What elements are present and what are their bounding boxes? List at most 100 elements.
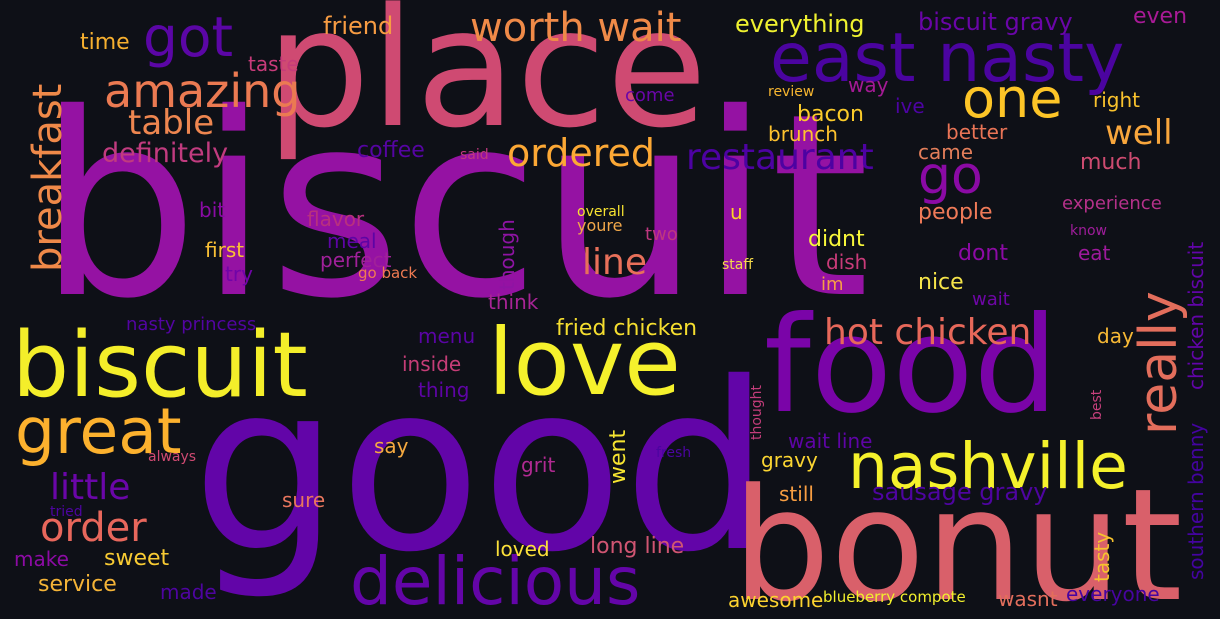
word-review: review [768, 84, 815, 100]
word-restaurant: restaurant [686, 137, 874, 178]
word-nashville: nashville [848, 430, 1128, 503]
word-two: two [645, 224, 678, 245]
word-best: best [1089, 389, 1105, 420]
word-much: much [1080, 150, 1142, 175]
word-still: still [779, 482, 814, 506]
word-fresh: fresh [656, 445, 692, 461]
word-thing: thing [418, 378, 470, 402]
word-said: said [460, 147, 489, 163]
word-biscuit-yellow: biscuit [12, 313, 308, 418]
word-flavor: flavor [307, 207, 365, 231]
word-experience: experience [1062, 193, 1162, 214]
word-though: though [495, 219, 519, 290]
word-go: go [918, 146, 983, 206]
word-taste: taste [248, 52, 299, 76]
word-one: one [962, 67, 1063, 130]
word-grit: grit [521, 453, 556, 477]
word-came: came [918, 140, 974, 164]
word-delicious: delicious [350, 543, 641, 619]
word-menu: menu [418, 324, 476, 348]
word-know: know [1070, 223, 1107, 239]
word-table: table [128, 103, 215, 143]
word-biscuit-large: biscuit [38, 59, 870, 354]
word-wasnt: wasnt [998, 587, 1058, 611]
word-sausage-gravy: sausage gravy [872, 478, 1048, 506]
word-perfect: perfect [320, 248, 392, 272]
word-great: great [15, 395, 182, 468]
word-people: people [918, 200, 993, 225]
word-time: time [80, 30, 130, 55]
word-bit: bit [199, 198, 226, 222]
word-inside: inside [402, 352, 462, 376]
word-go-back: go back [358, 264, 418, 282]
word-think: think [488, 290, 539, 314]
word-coffee: coffee [357, 138, 425, 163]
word-brunch: brunch [768, 122, 838, 146]
word-little: little [50, 467, 131, 508]
word-food: food [764, 289, 1058, 443]
word-wait: wait [972, 289, 1010, 310]
word-way: way [848, 73, 889, 97]
word-southern-benny: southern benny [1184, 422, 1208, 580]
word-always: always [148, 449, 197, 465]
word-everything: everything [735, 10, 865, 38]
word-sure: sure [282, 488, 326, 512]
word-amazing: amazing [104, 64, 301, 118]
word-made: made [160, 580, 217, 604]
word-eat: eat [1078, 241, 1111, 265]
word-better: better [946, 120, 1008, 144]
word-line: line [582, 242, 647, 283]
word-day: day [1097, 324, 1134, 348]
word-bacon: bacon [797, 102, 864, 127]
word-everyone: everyone [1066, 582, 1160, 606]
word-youre: youre [577, 216, 623, 235]
word-right: right [1093, 88, 1140, 112]
word-friend: friend [323, 12, 394, 40]
word-staff: staff [722, 257, 754, 273]
word-tried: tried [50, 504, 83, 520]
word-thought: thought [749, 384, 765, 440]
word-ive: ive [895, 94, 925, 118]
word-breakfast: breakfast [25, 83, 71, 272]
word-went: went [606, 429, 631, 484]
word-try: try [225, 262, 253, 286]
word-biscuit-gravy: biscuit gravy [918, 8, 1073, 36]
word-definitely: definitely [102, 138, 229, 169]
word-wait-line: wait line [788, 429, 873, 453]
word-east-nasty: east nasty [770, 19, 1125, 98]
word-nasty-princess: nasty princess [126, 314, 257, 335]
word-well: well [1105, 113, 1173, 153]
word-good: good [192, 333, 771, 603]
word-sweet: sweet [104, 546, 170, 571]
word-awesome: awesome [728, 588, 824, 612]
word-even: even [1133, 4, 1188, 29]
word-hot-chicken: hot chicken [824, 312, 1032, 353]
word-come: come [625, 85, 675, 106]
word-say: say [374, 434, 409, 458]
word-got: got [143, 5, 234, 69]
word-fried-chicken: fried chicken [556, 316, 698, 341]
word-make: make [14, 547, 69, 571]
word-overall: overall [577, 204, 625, 220]
word-love: love [488, 309, 681, 416]
word-u: u [730, 200, 743, 224]
word-service: service [38, 572, 117, 597]
word-tasty: tasty [1090, 531, 1114, 582]
word-blueberry-compote: blueberry compote [823, 588, 966, 606]
word-dish: dish [826, 250, 868, 274]
word-gravy: gravy [761, 448, 818, 472]
word-worth-wait: worth wait [470, 5, 682, 51]
word-im: im [821, 274, 844, 295]
word-nice: nice [918, 270, 964, 295]
word-dont: dont [958, 241, 1008, 266]
word-order: order [40, 505, 147, 551]
word-meal: meal [327, 229, 377, 253]
word-place: place [266, 0, 708, 164]
word-bonut: bonut [732, 455, 1183, 619]
word-first: first [205, 238, 245, 262]
word-ordered: ordered [507, 131, 655, 175]
word-didnt: didnt [808, 227, 865, 252]
word-really: really [1129, 291, 1189, 435]
word-loved: loved [495, 537, 550, 561]
